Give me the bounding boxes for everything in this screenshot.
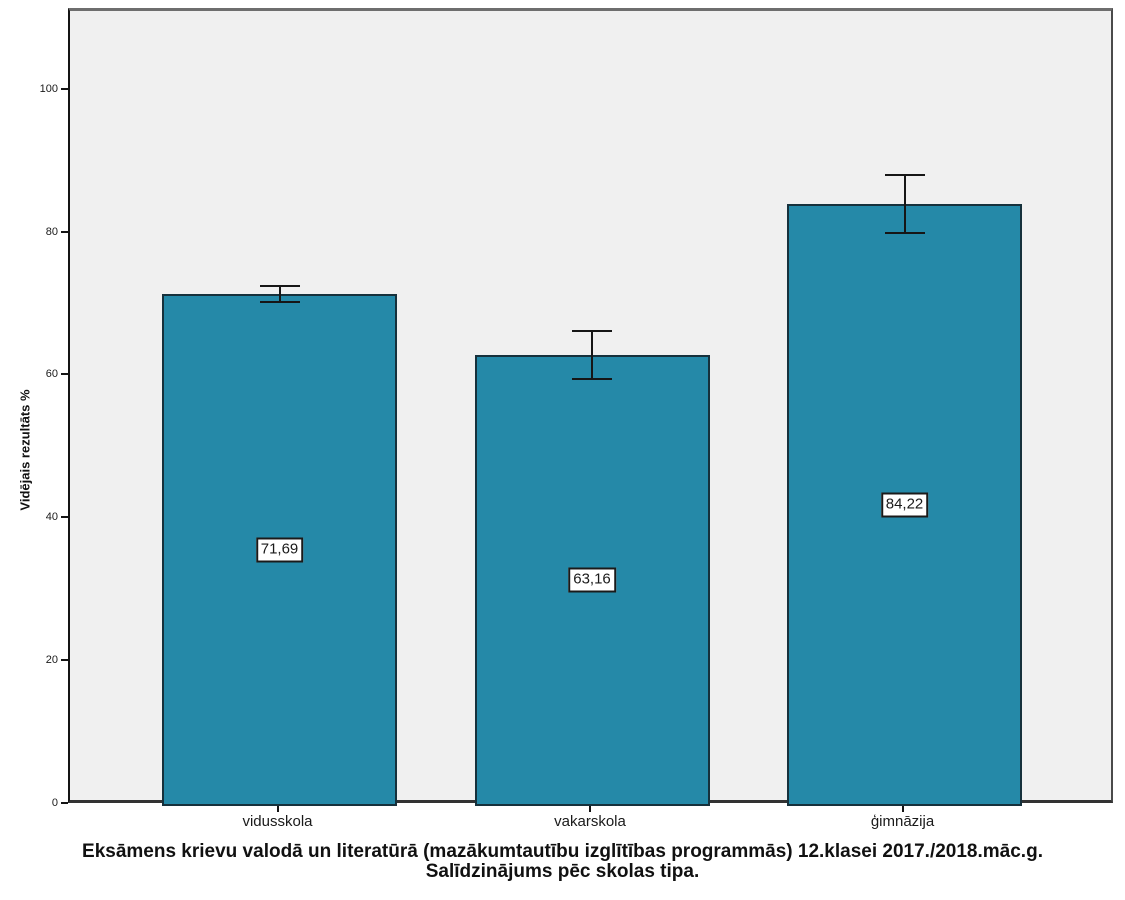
error-bar-line [278,286,281,303]
y-tick-mark [61,659,68,662]
x-tick-mark [901,806,904,812]
error-bar-cap [572,377,612,380]
error-bar-cap [259,301,300,304]
error-bar-cap [572,330,612,332]
y-tick-label: 100 [39,82,58,95]
y-tick-mark [61,373,68,376]
chart-title: Eksāmens krievu valodā un literatūrā (ma… [0,842,1125,882]
error-bar-cap [884,232,925,235]
category-label-vakarskola: vakarskola [554,813,626,830]
category-label-ģimnāzija: ģimnāzija [870,813,935,830]
y-tick-label: 40 [45,511,58,524]
x-tick-mark [276,806,279,812]
y-tick-mark [61,802,68,804]
y-tick-mark [61,87,68,90]
error-bar-line [591,331,593,379]
y-tick-label: 80 [45,225,58,238]
x-tick-mark [589,806,591,812]
y-tick-mark [61,230,68,233]
y-tick-label: 20 [45,654,58,667]
category-label-vidusskola: vidusskola [242,813,313,830]
chart-title-line-1: Eksāmens krievu valodā un literatūrā (ma… [82,841,1043,862]
chart-title-line-2: Salīdzinājums pēc skolas tipa. [425,861,700,882]
error-bar-line [903,175,906,234]
y-tick-label: 0 [51,797,58,809]
value-label: 71,69 [255,537,304,563]
value-label: 63,16 [568,567,616,593]
y-tick-mark [61,516,68,519]
plot-area: 71,69 63,16 84,22 [68,8,1113,806]
value-label: 84,22 [880,492,929,518]
y-tick-label: 60 [45,368,58,381]
error-bar-cap [259,285,300,287]
y-axis-label: Vidējais rezultāts % [17,389,33,511]
error-bar-cap [884,174,925,177]
